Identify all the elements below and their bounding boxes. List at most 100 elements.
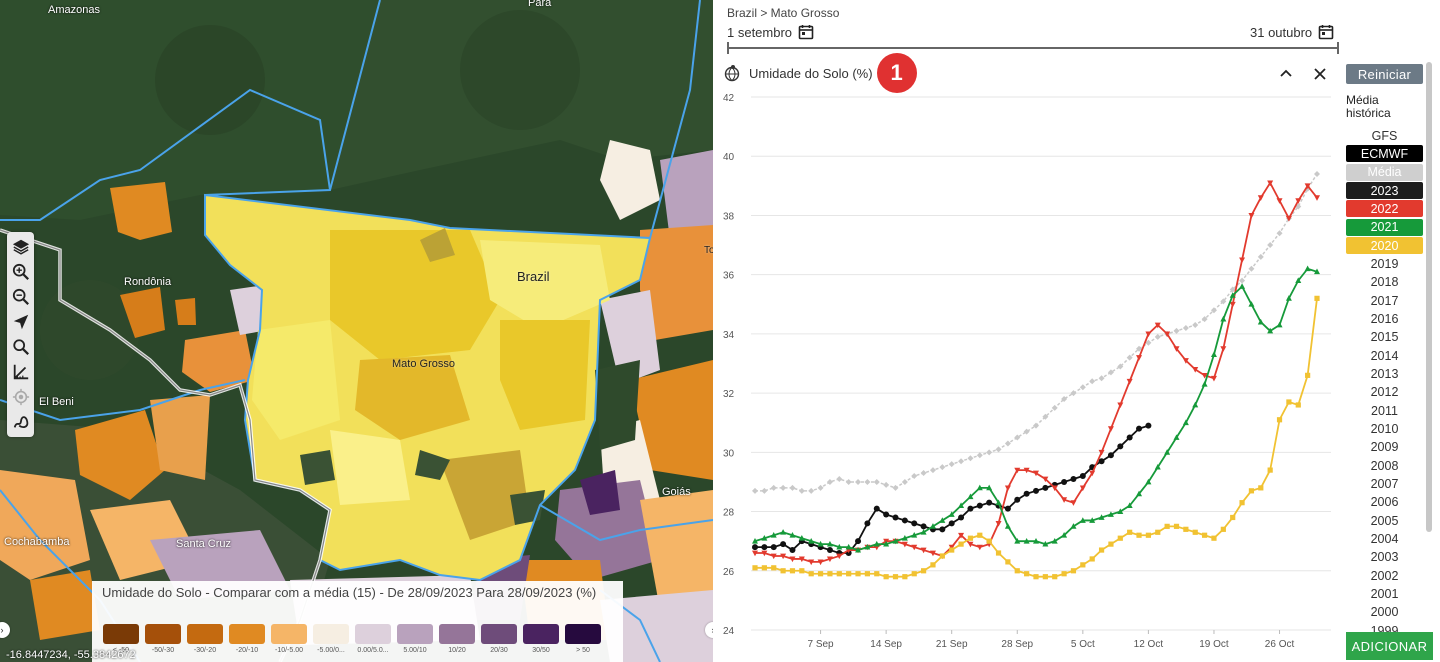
data-point-média (1201, 316, 1208, 323)
data-point-2022 (929, 550, 936, 557)
soil-moisture-chart[interactable]: 24 26 28 30 32 34 36 38 40 42 7 Sep 14 Sep 21 Sep 28 … (713, 88, 1343, 662)
date-range-slider[interactable] (727, 42, 1339, 54)
data-point-2021 (911, 532, 918, 538)
year-selector-list: GFS ECMWF Média 2023 2022 2021 2020 2019 2018 201… (1346, 127, 1423, 641)
date-start[interactable]: 1 setembro (727, 24, 814, 40)
search-icon[interactable] (9, 334, 33, 359)
panel-toggle-icon[interactable]: › (705, 622, 713, 638)
year-option[interactable]: 2013 (1370, 366, 1399, 381)
data-point-2022 (1257, 195, 1264, 201)
y-tick-label: 42 (723, 93, 735, 104)
data-point-2020 (817, 571, 824, 577)
year-option[interactable]: ECMWF (1346, 145, 1423, 163)
data-point-2020 (1164, 523, 1170, 529)
calendar-icon[interactable] (798, 24, 814, 40)
year-option[interactable]: 2018 (1370, 275, 1399, 290)
data-point-2020 (1145, 532, 1151, 538)
legend-swatch: -20/-10 (228, 624, 266, 654)
data-point-2022 (836, 553, 843, 560)
data-point-2021 (892, 537, 899, 544)
data-point-2023 (1033, 487, 1039, 494)
data-point-2022 (1136, 355, 1143, 361)
year-option[interactable]: Média (1346, 163, 1423, 181)
year-option[interactable]: 2017 (1370, 293, 1399, 308)
data-point-2022 (1117, 402, 1124, 409)
close-icon[interactable] (1311, 65, 1329, 83)
data-point-2023 (1042, 484, 1049, 491)
calendar-icon[interactable] (1318, 24, 1334, 40)
draw-icon[interactable] (9, 409, 33, 434)
data-point-média (798, 487, 805, 494)
map-view[interactable]: Amazonas Pará Rondônia Brazil Mato Gross… (0, 0, 713, 662)
year-option[interactable]: 2008 (1370, 458, 1399, 473)
year-option[interactable]: 2011 (1371, 403, 1398, 418)
data-point-2021 (1248, 301, 1255, 307)
data-point-2020 (967, 535, 974, 541)
year-option[interactable]: 2009 (1370, 440, 1399, 455)
year-option[interactable]: 2007 (1370, 477, 1399, 492)
year-option[interactable]: 2010 (1370, 422, 1399, 436)
year-option[interactable]: 2019 (1370, 256, 1399, 271)
year-option[interactable]: 2016 (1370, 311, 1399, 326)
target-icon[interactable] (9, 384, 33, 409)
chart-title: Umidade do Solo (%) (749, 65, 873, 81)
chevron-up-icon[interactable] (1277, 65, 1295, 83)
legend-swatch-label: 30/50 (532, 647, 550, 654)
year-list-scrollbar[interactable] (1426, 62, 1432, 532)
data-point-2020 (771, 565, 777, 571)
legend-swatch-label: -10/-5.00 (274, 647, 304, 654)
data-point-2021 (1136, 490, 1143, 497)
year-option[interactable]: 2000 (1370, 605, 1399, 620)
year-option[interactable]: 2012 (1370, 385, 1399, 400)
data-point-2021 (1070, 523, 1077, 529)
breadcrumb[interactable]: Brazil > Mato Grosso (727, 6, 840, 20)
legend-swatch: 30/50 (522, 624, 560, 654)
year-option[interactable]: 2004 (1370, 532, 1399, 547)
globe-icon (724, 65, 740, 82)
add-button[interactable]: ADICIONAR (1346, 632, 1433, 660)
year-option[interactable]: 2006 (1370, 495, 1399, 510)
data-point-2021 (1192, 401, 1199, 408)
legend-swatch: 5.00/10 (396, 624, 434, 654)
data-point-média (1042, 413, 1049, 420)
data-point-2022 (1061, 497, 1068, 503)
data-point-média (976, 452, 983, 459)
map-left-toggle-icon[interactable]: › (0, 622, 10, 638)
year-option[interactable]: GFS (1371, 128, 1398, 143)
date-end[interactable]: 31 outubro (1250, 24, 1334, 40)
reset-button[interactable]: Reiniciar (1346, 64, 1423, 84)
data-point-2022 (1295, 198, 1302, 204)
year-option[interactable]: 2015 (1370, 330, 1399, 345)
data-point-média (995, 446, 1002, 453)
data-point-2020 (1248, 488, 1255, 494)
data-point-2021 (761, 535, 768, 541)
year-option[interactable]: 2022 (1346, 200, 1423, 218)
year-option[interactable]: 2005 (1370, 513, 1399, 528)
data-point-2021 (995, 499, 1002, 506)
measure-icon[interactable] (9, 359, 33, 384)
locate-icon[interactable] (9, 309, 33, 334)
data-point-2021 (780, 529, 787, 535)
data-point-média (826, 478, 833, 485)
year-option[interactable]: 2021 (1346, 218, 1423, 236)
zoom-out-icon[interactable] (9, 284, 33, 309)
year-option[interactable]: 2014 (1370, 348, 1399, 363)
year-option[interactable]: 2023 (1346, 182, 1423, 200)
zoom-in-icon[interactable] (9, 259, 33, 284)
data-point-2022 (1089, 470, 1096, 477)
data-point-2020 (1061, 571, 1067, 577)
year-option[interactable]: 2002 (1370, 568, 1399, 583)
legend-swatch: -30/-20 (186, 624, 224, 654)
map-canvas[interactable] (0, 0, 713, 662)
data-point-2021 (1126, 502, 1133, 509)
layers-icon[interactable] (9, 234, 33, 259)
data-point-2020 (1230, 514, 1236, 521)
data-point-média (1126, 354, 1133, 361)
map-coordinates: -16.8447234, -55.3842672 (6, 649, 136, 661)
year-option[interactable]: 2020 (1346, 237, 1423, 255)
data-point-2023 (948, 520, 955, 527)
map-label-goias: Goiás (662, 486, 691, 498)
data-point-média (892, 484, 899, 491)
year-option[interactable]: 2003 (1370, 550, 1399, 565)
year-option[interactable]: 2001 (1370, 587, 1399, 602)
